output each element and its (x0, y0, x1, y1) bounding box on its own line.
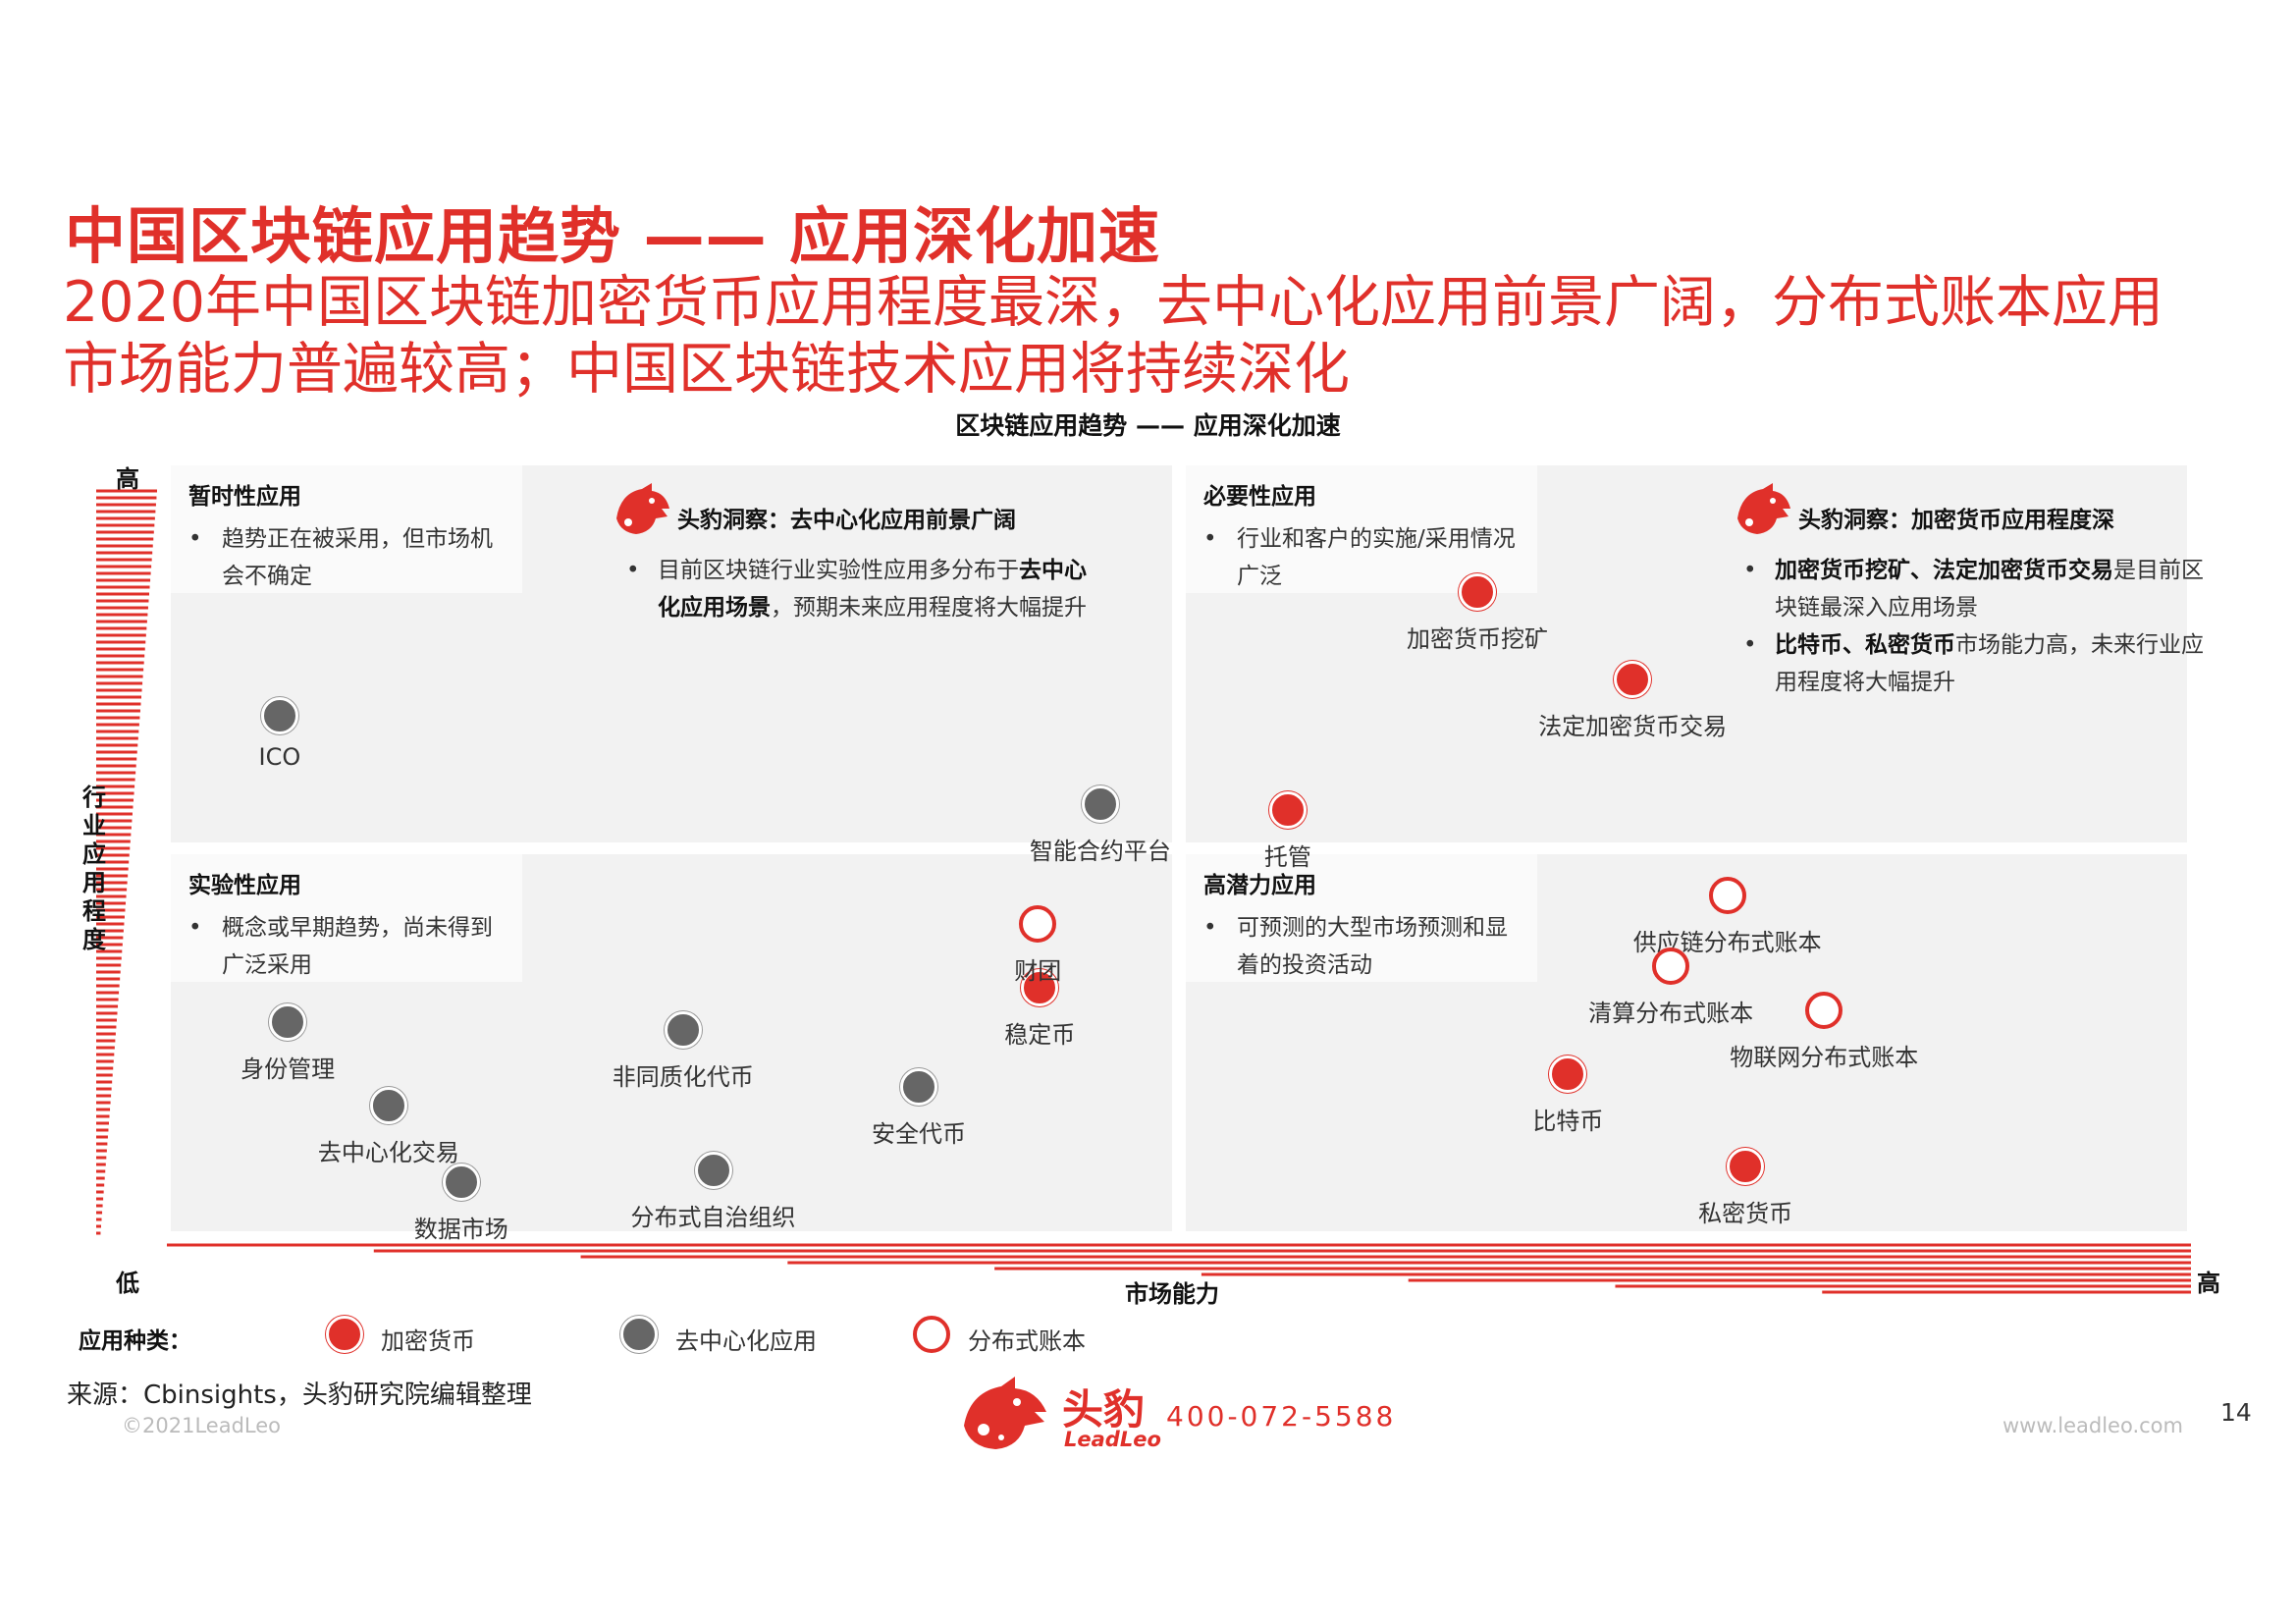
website-link[interactable]: www.leadleo.com (2002, 1414, 2183, 1437)
data-point-label: 比特币 (1532, 1108, 1604, 1136)
x-axis-low-label: 低 (116, 1270, 139, 1297)
quadrant-title: 实验性应用 (188, 873, 301, 898)
data-point-hollow (1019, 905, 1057, 944)
brand-name-en: LeadLeo (1064, 1428, 1161, 1451)
page-subtitle-line-1: 2020年中国区块链加密货币应用程度最深，去中心化应用前景广阔，分布式账本应用 (63, 270, 2164, 335)
insight-text: 市场能力高，未来行业应用程度将大幅提升 (1775, 632, 2204, 695)
source-note: 来源：Cbinsights，头豹研究院编辑整理 (67, 1380, 532, 1410)
data-point-red (1549, 1056, 1587, 1094)
legend-ledger-marker (913, 1316, 950, 1353)
data-point-label: 非同质化代币 (612, 1062, 754, 1091)
leopard-logo-icon (616, 483, 669, 534)
insight-bullet: 比特币、私密货币市场能力高，未来行业应用程度将大幅提升 (1743, 626, 2207, 701)
leopard-logo-icon (1737, 483, 1790, 534)
insight-bold-text: 去中心化应用场景 (658, 558, 1087, 621)
data-point-gray (260, 697, 298, 735)
insight-crypto: 头豹洞察：加密货币应用程度深 加密货币挖矿、法定加密货币交易是目前区块链最深入应… (1730, 479, 2204, 715)
leadleo-logo-icon (964, 1377, 1046, 1449)
data-point-hollow (1652, 947, 1690, 986)
data-point-gray (269, 1003, 307, 1042)
quadrant-description: 概念或早期趋势，尚未得到广泛采用 (188, 909, 505, 984)
data-point-label: 加密货币挖矿 (1406, 624, 1548, 653)
quadrant-description: 趋势正在被采用，但市场机会不确定 (188, 520, 505, 595)
data-point-label: 智能合约平台 (1029, 837, 1171, 865)
insight-text: 是目前区块链最深入应用场景 (1775, 558, 2204, 621)
data-point-label: 身份管理 (240, 1056, 336, 1084)
data-point-label: 安全代币 (872, 1119, 967, 1148)
insight-decentralized: 头豹洞察：去中心化应用前景广阔 目前区块链行业实验性应用多分布于去中心化应用场景… (609, 479, 1087, 676)
insight-bullet: 目前区块链行业实验性应用多分布于去中心化应用场景，预期未来应用程度将大幅提升 (626, 552, 1090, 626)
legend-crypto-marker (326, 1316, 363, 1353)
insight-text: ，预期未来应用程度将大幅提升 (771, 595, 1087, 621)
data-point-red (1458, 572, 1496, 611)
x-axis-high-label: 高 (2197, 1270, 2220, 1297)
data-point-label: 清算分布式账本 (1588, 1000, 1754, 1028)
quadrant-title: 暂时性应用 (188, 484, 301, 510)
data-point-hollow (1805, 991, 1843, 1029)
data-point-label: 法定加密货币交易 (1538, 713, 1728, 741)
brand-name-cn: 头豹 (1062, 1385, 1146, 1434)
insight-title: 头豹洞察：加密货币应用程度深 (1798, 508, 2114, 533)
quadrant-label-high-potential: 高潜力应用 可预测的大型市场预测和显着的投资活动 (1186, 854, 1537, 982)
data-point-gray (900, 1067, 938, 1106)
data-point-label: 分布式自治组织 (630, 1204, 796, 1232)
x-axis-gradient (167, 1243, 2191, 1294)
x-axis-title: 市场能力 (1125, 1280, 1219, 1308)
quadrant-label-temporary: 暂时性应用 趋势正在被采用，但市场机会不确定 (171, 465, 522, 593)
insight-text: 目前区块链行业实验性应用多分布于 (658, 558, 1019, 583)
quadrant-title: 高潜力应用 (1203, 873, 1316, 898)
data-point-gray (1081, 785, 1119, 823)
y-axis-high-label: 高 (116, 465, 139, 493)
contact-phone: 400-072-5588 (1166, 1400, 1397, 1433)
data-point-gray (694, 1152, 732, 1190)
data-point-gray (369, 1087, 407, 1125)
y-axis-title: 行业应用程度 (82, 784, 106, 953)
y-axis-gradient (96, 489, 157, 1235)
copyright: ©2021LeadLeo (122, 1414, 281, 1437)
data-point-red (1727, 1148, 1765, 1186)
insight-title: 头豹洞察：去中心化应用前景广阔 (677, 508, 1016, 533)
data-point-label: 去中心化交易 (317, 1139, 459, 1167)
legend-ledger-label: 分布式账本 (968, 1327, 1086, 1355)
quadrant-label-experimental: 实验性应用 概念或早期趋势，尚未得到广泛采用 (171, 854, 522, 982)
insight-bold-text: 加密货币挖矿、法定加密货币交易 (1775, 558, 2113, 583)
page-title: 中国区块链应用趋势 —— 应用深化加速 (65, 200, 1161, 272)
data-point-gray (664, 1010, 702, 1049)
data-point-label: 托管 (1263, 843, 1311, 871)
legend-dapp-marker (620, 1316, 658, 1353)
data-point-red (1614, 661, 1652, 699)
quadrant-label-essential: 必要性应用 行业和客户的实施/采用情况广泛 (1186, 465, 1537, 593)
quadrant-description: 可预测的大型市场预测和显着的投资活动 (1203, 909, 1520, 984)
insight-bullet: 加密货币挖矿、法定加密货币交易是目前区块链最深入应用场景 (1743, 552, 2207, 626)
page-number: 14 (2220, 1398, 2252, 1427)
data-point-label: ICO (258, 743, 301, 772)
data-point-label: 数据市场 (413, 1216, 508, 1244)
page-subtitle-line-2: 市场能力普遍较高；中国区块链技术应用将持续深化 (63, 337, 1350, 402)
legend-dapp-label: 去中心化应用 (675, 1327, 817, 1355)
data-point-hollow (1708, 877, 1746, 915)
legend-title: 应用种类： (79, 1328, 191, 1354)
quadrant-title: 必要性应用 (1203, 484, 1316, 510)
quadrant-description: 行业和客户的实施/采用情况广泛 (1203, 520, 1520, 595)
data-point-gray (442, 1164, 480, 1202)
data-point-label: 物联网分布式账本 (1730, 1043, 1919, 1071)
data-point-red (1021, 968, 1059, 1006)
data-point-red (1268, 791, 1307, 829)
chart-title: 区块链应用趋势 —— 应用深化加速 (955, 411, 1341, 440)
data-point-label: 稳定币 (1004, 1020, 1076, 1049)
data-point-label: 财团 (1014, 957, 1062, 986)
legend-crypto-label: 加密货币 (381, 1327, 475, 1355)
insight-bold-text: 比特币、私密货币 (1775, 632, 1955, 658)
data-point-label: 私密货币 (1698, 1200, 1793, 1228)
